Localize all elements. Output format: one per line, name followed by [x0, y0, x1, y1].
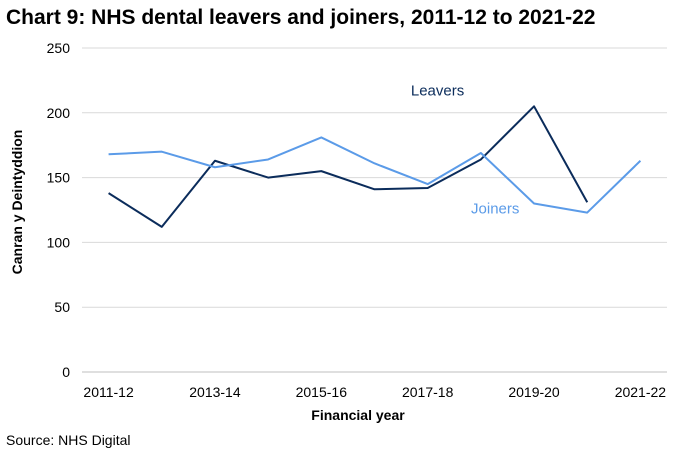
x-tick-label: 2017-18 [402, 384, 454, 400]
x-tick-label: 2011-12 [83, 384, 134, 400]
y-tick-label: 0 [62, 364, 70, 380]
x-tick-label: 2019-20 [508, 384, 560, 400]
series-line-joiners [108, 136, 642, 214]
y-tick-label: 100 [47, 234, 71, 250]
y-tick-label: 200 [47, 105, 71, 121]
series-label-joiners: Joiners [471, 201, 519, 218]
series-line-leavers [108, 105, 589, 228]
y-axis-title: Canran y Deintyddion [9, 130, 25, 275]
y-tick-label: 250 [47, 40, 71, 56]
source-note: Source: NHS Digital [6, 432, 131, 448]
x-tick-labels: 2011-12 2013-14 2015-16 2017-18 2019-20 2021-… [83, 384, 666, 400]
y-tick-labels: 0 50 100 150 200 250 [47, 40, 71, 380]
series-label-leavers: Leavers [411, 82, 464, 99]
y-tick-label: 150 [47, 170, 71, 186]
y-tick-label: 50 [54, 299, 70, 315]
x-axis-title: Financial year [311, 407, 405, 423]
x-tick-label: 2015-16 [296, 384, 348, 400]
series-lines [108, 105, 642, 228]
chart-title: Chart 9: NHS dental leavers and joiners,… [6, 6, 596, 29]
gridlines [82, 47, 667, 373]
x-tick-label: 2013-14 [189, 384, 241, 400]
x-tick-label: 2021-22 [615, 384, 667, 400]
series-labels: Leavers Joiners [411, 82, 520, 217]
